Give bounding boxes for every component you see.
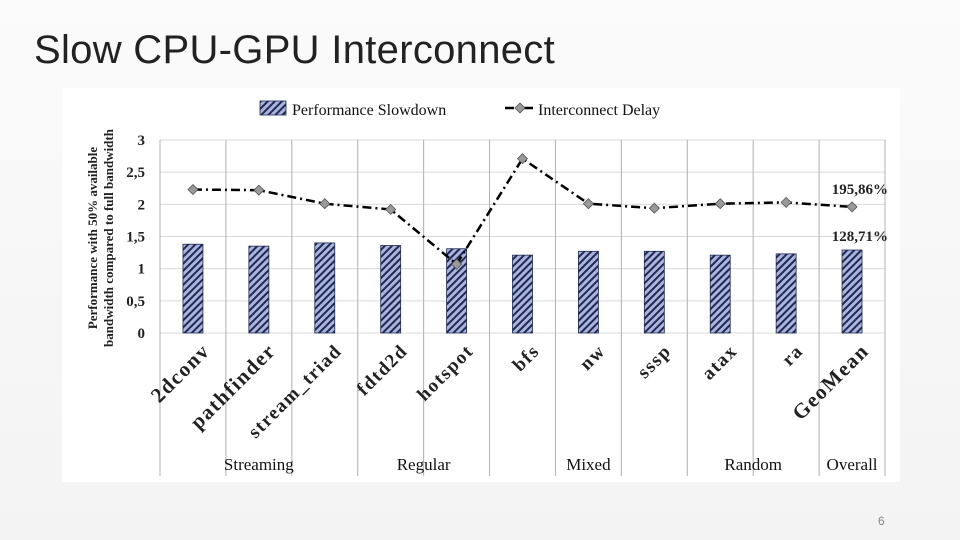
bar-performance-slowdown bbox=[709, 254, 731, 334]
bar-performance-slowdown bbox=[841, 249, 863, 334]
marker-interconnect-delay bbox=[846, 201, 858, 213]
bar-performance-slowdown bbox=[446, 248, 467, 334]
marker-interconnect-delay bbox=[780, 196, 792, 208]
group-label: Random bbox=[724, 455, 782, 474]
group-label: Overall bbox=[827, 455, 878, 474]
bar-performance-slowdown bbox=[643, 250, 665, 334]
annotation-line-geomean: 195,86% bbox=[832, 182, 888, 198]
marker-interconnect-delay bbox=[648, 202, 660, 214]
bar-performance-slowdown bbox=[182, 243, 204, 334]
category-label: hotspot bbox=[413, 341, 478, 406]
y-tick-label: 1 bbox=[138, 262, 146, 278]
marker-interconnect-delay bbox=[451, 258, 463, 270]
category-label: ra bbox=[778, 341, 808, 371]
legend-swatch-bars bbox=[259, 100, 287, 116]
marker-interconnect-delay bbox=[187, 183, 199, 196]
category-label: nw bbox=[576, 341, 610, 375]
marker-interconnect-delay bbox=[385, 203, 397, 216]
bar-performance-slowdown bbox=[578, 250, 599, 334]
y-tick-label: 3 bbox=[138, 133, 146, 149]
legend-label-line: Interconnect Delay bbox=[538, 102, 660, 119]
group-label: Regular bbox=[397, 455, 451, 474]
group-label: Mixed bbox=[566, 455, 611, 474]
bar-performance-slowdown bbox=[775, 253, 797, 334]
category-label: atax bbox=[698, 341, 742, 385]
marker-interconnect-delay bbox=[516, 153, 529, 165]
marker-interconnect-delay bbox=[714, 198, 726, 210]
marker-interconnect-delay bbox=[253, 184, 265, 196]
bar-performance-slowdown bbox=[380, 245, 402, 334]
page-number: 6 bbox=[878, 514, 885, 528]
bar-performance-slowdown bbox=[248, 245, 270, 334]
y-tick-label: 1,5 bbox=[126, 230, 145, 246]
slide-title: Slow CPU-GPU Interconnect bbox=[34, 28, 556, 72]
bar-performance-slowdown bbox=[512, 254, 533, 334]
marker-interconnect-delay bbox=[319, 198, 331, 210]
annotation-bar-geomean: 128,71% bbox=[832, 229, 888, 245]
y-tick-label: 0 bbox=[138, 326, 146, 342]
group-label: Streaming bbox=[224, 455, 294, 474]
y-tick-label: 2 bbox=[138, 197, 146, 213]
y-tick-label: 0,5 bbox=[126, 294, 145, 310]
y-tick-label: 2,5 bbox=[126, 165, 145, 181]
marker-interconnect-delay bbox=[582, 198, 594, 210]
legend-swatch-marker bbox=[514, 102, 526, 114]
bar-performance-slowdown bbox=[314, 242, 336, 334]
legend-label-bars: Performance Slowdown bbox=[292, 102, 446, 119]
category-label: sssp bbox=[634, 341, 676, 383]
category-label: fdtd2d bbox=[353, 341, 412, 400]
category-label: bfs bbox=[509, 341, 544, 376]
